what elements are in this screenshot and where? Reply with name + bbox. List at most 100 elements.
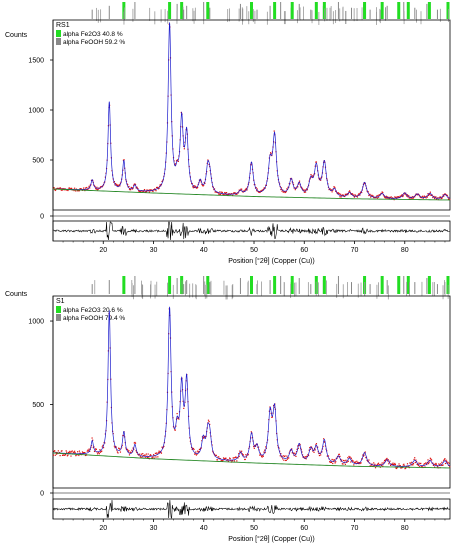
- observed-point: [283, 191, 286, 193]
- observed-point: [338, 453, 340, 456]
- observed-point: [241, 453, 243, 455]
- observed-point: [81, 451, 84, 453]
- phase-marker-fe2o3: [427, 276, 431, 294]
- observed-point: [339, 193, 342, 195]
- observed-point: [69, 451, 71, 453]
- observed-point: [136, 451, 138, 453]
- observed-point: [424, 462, 427, 464]
- observed-point: [346, 193, 348, 195]
- observed-point: [208, 163, 210, 166]
- observed-point: [223, 458, 225, 460]
- observed-point: [386, 460, 389, 462]
- observed-point: [285, 459, 287, 461]
- observed-point: [371, 463, 373, 465]
- observed-point: [218, 456, 220, 458]
- observed-point: [425, 462, 427, 464]
- observed-point: [434, 197, 436, 200]
- observed-point: [285, 191, 287, 193]
- difference-frame: [52, 220, 451, 242]
- observed-point: [53, 450, 55, 453]
- observed-point: [96, 189, 99, 191]
- observed-point: [64, 453, 67, 456]
- observed-point: [416, 463, 418, 465]
- observed-point: [442, 464, 444, 466]
- observed-point: [344, 193, 346, 195]
- observed-point: [233, 192, 235, 194]
- x-axis-label: Position [°2θ] (Copper (Cu)): [228, 257, 314, 265]
- observed-point: [137, 454, 140, 456]
- observed-point: [390, 464, 392, 466]
- observed-point: [318, 452, 320, 455]
- phase-marker-fe2o3: [273, 2, 277, 19]
- observed-point: [312, 449, 315, 451]
- observed-point: [329, 461, 331, 463]
- observed-point: [351, 193, 353, 195]
- observed-point: [344, 460, 346, 462]
- y-tick-label: 1000: [28, 108, 44, 115]
- observed-point: [94, 186, 96, 188]
- observed-point: [204, 182, 206, 184]
- phase-marker-feooh: [379, 8, 381, 22]
- observed-point: [374, 463, 376, 465]
- observed-point: [281, 190, 283, 192]
- observed-point: [385, 195, 387, 197]
- observed-point: [364, 451, 366, 453]
- observed-point: [174, 429, 176, 431]
- phase-marker-feooh: [298, 278, 300, 294]
- observed-point: [417, 464, 419, 467]
- observed-point: [344, 195, 346, 198]
- observed-point: [347, 194, 349, 196]
- phase-marker-feooh: [160, 9, 162, 23]
- observed-point: [376, 465, 378, 467]
- observed-point: [129, 189, 131, 191]
- observed-point: [306, 188, 308, 190]
- phase-marker-feooh: [335, 10, 337, 24]
- observed-point: [402, 195, 404, 198]
- observed-point: [228, 457, 231, 459]
- phase-marker-feooh: [310, 284, 312, 294]
- phase-marker-feooh: [403, 276, 405, 294]
- observed-point: [380, 192, 382, 195]
- observed-point: [320, 179, 322, 181]
- observed-point: [261, 456, 263, 458]
- observed-point: [198, 448, 201, 451]
- observed-point: [413, 458, 415, 461]
- phase-marker-fe2o3: [122, 276, 126, 294]
- phase-marker-feooh: [376, 11, 377, 25]
- observed-point: [374, 196, 377, 199]
- observed-point: [85, 189, 87, 191]
- observed-point: [233, 457, 235, 459]
- observed-point: [197, 450, 199, 452]
- observed-point: [349, 456, 351, 458]
- observed-point: [257, 446, 260, 448]
- x-tick-label: 80: [401, 525, 409, 532]
- observed-point: [340, 196, 342, 198]
- observed-point: [440, 196, 442, 198]
- x-tick-label: 20: [99, 525, 107, 532]
- legend-swatch: [56, 306, 61, 313]
- observed-point: [333, 186, 335, 188]
- phase-marker-feooh: [421, 281, 423, 296]
- observed-point: [394, 462, 396, 465]
- observed-point: [449, 198, 451, 201]
- observed-point: [140, 453, 143, 455]
- observed-point: [114, 184, 116, 186]
- observed-point: [435, 198, 438, 200]
- observed-point: [215, 454, 217, 457]
- observed-point: [378, 194, 380, 196]
- observed-point: [307, 454, 310, 457]
- observed-point: [331, 458, 333, 461]
- observed-point: [240, 188, 242, 190]
- observed-point: [323, 441, 325, 443]
- observed-point: [75, 190, 77, 192]
- observed-point: [424, 466, 426, 468]
- observed-point: [337, 192, 339, 194]
- observed-point: [330, 461, 332, 463]
- difference-frame: [52, 498, 451, 520]
- observed-point: [95, 188, 97, 190]
- observed-point: [391, 463, 394, 466]
- phase-marker-feooh: [246, 6, 248, 20]
- observed-point: [262, 188, 264, 191]
- observed-point: [402, 464, 404, 466]
- background-line: [52, 452, 451, 469]
